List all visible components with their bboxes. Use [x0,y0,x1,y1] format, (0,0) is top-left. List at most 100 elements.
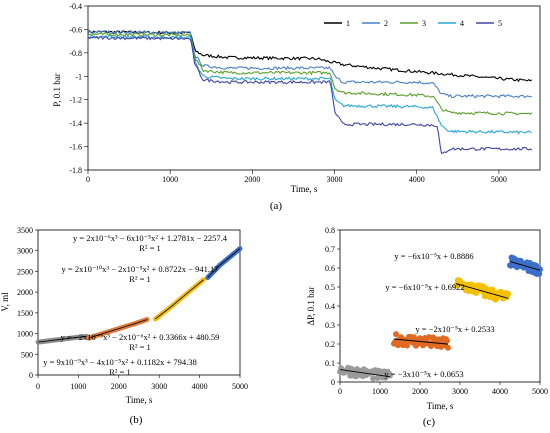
x-tick-label: 5000 [532,387,548,396]
x-tick-label: 1000 [70,382,86,391]
y-tick-label: 2000 [17,288,33,297]
panel-label-c: (c) [423,416,436,428]
x-tick-label: 0 [86,175,90,184]
scatter-point [444,337,450,344]
scatter-point [387,372,393,379]
axes-b: 0 1000 2000 3000 4000 5000 0 500 1000 1500 2000 250… [17,226,248,391]
trendline [455,283,509,299]
y-tick-label: 0 [331,378,335,387]
x-tick-label: 4000 [492,387,508,396]
equation-text: y = −2x10⁻⁹x³ − 2x10⁻⁶x² + 0.3366x + 480… [61,332,220,342]
x-tick-label: 2000 [111,382,127,391]
y-tick-label: 1500 [17,309,33,318]
legend-label: 1 [346,19,350,28]
r-squared-text: R² = 1 [109,367,131,377]
x-tick-label: 1000 [162,175,178,184]
plot-frame-b [37,229,241,376]
scatter-point [445,344,451,351]
y-tick-label: -0.8 [69,49,82,58]
series-b [35,246,243,345]
x-axis-label-a: Time, s [291,184,318,194]
x-tick-label: 3000 [327,175,343,184]
y-axis-label-b: V, ml [0,292,10,312]
legend-label: 5 [498,19,502,28]
y-tick-label: -1.4 [69,119,82,128]
y-tick-label: -0.4 [69,2,82,11]
series-a [87,29,533,155]
y-tick-label: -1.6 [69,143,82,152]
x-tick-label: 2000 [244,175,260,184]
equation-text: y = −3x10⁻⁵x + 0.0653 [384,369,463,379]
y-tick-label: 0.6 [325,264,335,273]
y-axis-label-a: P, 0.1 bar [52,73,62,107]
legend-a: 1 2 3 4 5 [324,19,502,28]
fit-trendline [207,248,241,278]
y-tick-label: 1000 [17,330,33,339]
y-tick-label: 0.5 [325,283,335,292]
series-line-3 [87,32,533,116]
x-axis-label-c: Time, s [427,401,454,411]
x-tick-label: 1000 [372,387,388,396]
equation-text: y = 2x10⁻⁶x³ − 6x10⁻⁵x² + 1.2781x − 2257… [73,233,228,243]
y-tick-label: 0.8 [325,226,335,235]
r-squared-text: R² = 1 [139,243,161,253]
x-tick-label: 3000 [452,387,468,396]
panel-a-pressure-chart: 0 1000 2000 3000 4000 5000 -0.4 -0.6 -0.8 -1 -1.2 -… [52,2,541,212]
x-tick-label: 2000 [412,387,428,396]
series-line-2 [87,29,532,99]
scatter-point [505,290,511,297]
scatter-point [465,288,472,295]
fit-trendline [154,279,204,320]
y-tick-label: -1.8 [69,166,82,175]
y-tick-label: 3000 [17,247,33,256]
y-tick-label: 500 [21,350,33,359]
equation-text: y = 9x10⁻⁹x³ − 4x10⁻⁵x² + 0.1182x + 794.… [43,357,197,367]
legend-label: 4 [460,19,464,28]
y-tick-label: 3500 [17,226,33,235]
panel-b-volume-chart: 0 1000 2000 3000 4000 5000 0 500 1000 1500 2000 250… [0,226,248,426]
panel-label-b: (b) [130,414,143,426]
x-tick-label: 4000 [409,175,425,184]
equation-text: y = 2x10⁻¹⁰x³ − 2x10⁻⁵x² + 0.8722x − 941… [62,264,219,274]
scatter-point [370,375,376,382]
y-tick-label: 0.2 [325,340,335,349]
equations-b: y = 2x10⁻⁶x³ − 6x10⁻⁵x² + 1.2781x − 2257… [43,233,228,377]
trendline [339,369,391,378]
y-tick-label: 0.3 [325,321,335,330]
x-tick-label: 5000 [491,175,507,184]
r-squared-text: R² = 1 [129,274,151,284]
equation-text: y = −2x10⁻⁵x + 0.2533 [415,324,494,334]
trendline [393,338,449,345]
y-tick-label: 2500 [17,267,33,276]
y-tick-label: 0.7 [325,245,335,254]
y-tick-label: 0.1 [325,359,335,368]
equations-c: y = −6x10⁻⁵x + 0.8886 y = −6x10⁻⁵x + 0.69… [384,251,494,379]
x-tick-label: 0 [338,387,342,396]
equation-text: y = −6x10⁻⁵x + 0.6922 [385,282,464,292]
r-squared-text: R² = 1 [129,342,151,352]
x-tick-label: 5000 [232,382,248,391]
trendline [509,261,541,271]
legend-label: 3 [422,19,426,28]
scatter-point [393,331,399,338]
fit-trendline [88,319,148,339]
y-tick-label: -1 [75,72,82,81]
y-tick-label: 0.4 [325,302,335,311]
panel-label-a: (a) [270,200,283,212]
axes-c: 0 1000 2000 3000 4000 5000 0 0.1 0.2 0.3 0.4 0.5 0.6… [325,226,548,396]
y-tick-label: -0.6 [69,25,82,34]
series-line-5 [87,35,533,155]
x-axis-label-b: Time, s [126,395,153,405]
x-tick-label: 3000 [151,382,167,391]
panel-c-pressure-drop-chart: 0 1000 2000 3000 4000 5000 0 0.1 0.2 0.3 0.4 0.5 0.6… [306,226,548,428]
y-axis-label-c: ΔP, 0.1 bar [306,286,316,325]
series-line-1 [87,29,533,83]
scatter-point [374,375,381,381]
series-line-4 [87,34,532,135]
y-tick-label: -1.2 [69,96,82,105]
legend-label: 2 [384,19,388,28]
x-tick-label: 0 [36,382,40,391]
axes-a: 0 1000 2000 3000 4000 5000 -0.4 -0.6 -0.8 -1 -1.2 -… [69,2,507,184]
plot-frame-a [87,5,541,171]
